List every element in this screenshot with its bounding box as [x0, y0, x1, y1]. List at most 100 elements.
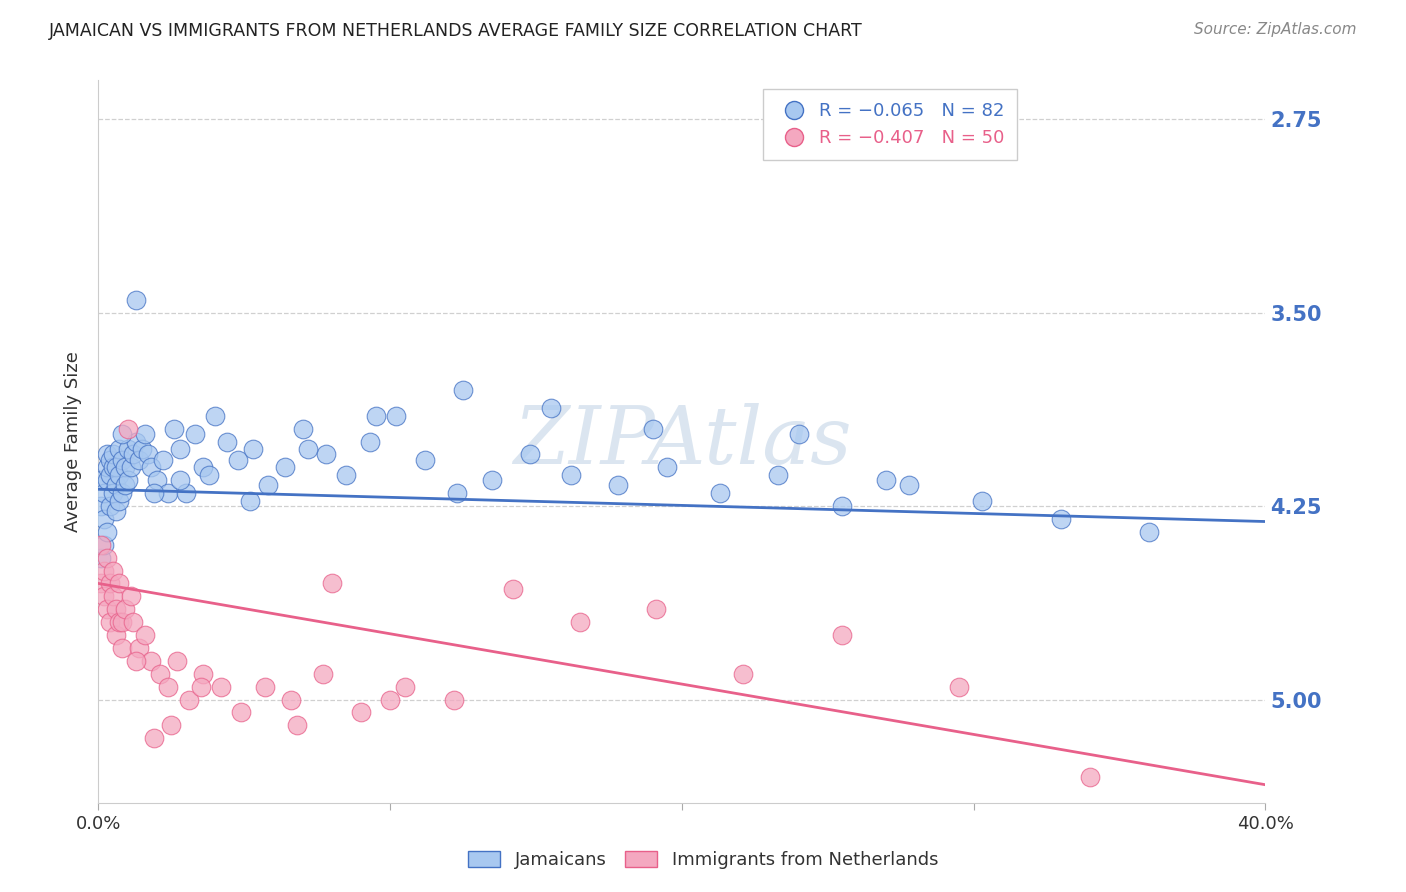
Point — [111, 640, 134, 655]
Point — [146, 473, 169, 487]
Point — [142, 486, 165, 500]
Point — [96, 550, 118, 565]
Point — [104, 478, 127, 492]
Point — [451, 383, 474, 397]
Point — [502, 582, 524, 596]
Point — [104, 460, 127, 475]
Point — [108, 468, 131, 483]
Point — [114, 602, 136, 616]
Point — [256, 478, 278, 492]
Point — [657, 460, 679, 475]
Point — [443, 692, 465, 706]
Point — [90, 538, 112, 552]
Point — [394, 680, 416, 694]
Point — [193, 460, 215, 475]
Point — [93, 564, 115, 578]
Point — [96, 602, 118, 616]
Point — [125, 293, 148, 307]
Point — [117, 473, 139, 487]
Point — [96, 460, 118, 475]
Point — [183, 426, 205, 441]
Point — [350, 706, 373, 720]
Point — [101, 460, 124, 475]
Point — [128, 452, 150, 467]
Point — [114, 478, 136, 492]
Point — [117, 422, 139, 436]
Point — [96, 473, 118, 487]
Point — [190, 680, 212, 694]
Point — [385, 409, 408, 423]
Point — [160, 718, 183, 732]
Point — [163, 422, 186, 436]
Point — [315, 447, 337, 461]
Point — [766, 468, 789, 483]
Point — [90, 550, 112, 565]
Point — [90, 576, 112, 591]
Point — [98, 468, 121, 483]
Point — [98, 615, 121, 630]
Point — [644, 602, 666, 616]
Point — [204, 409, 226, 423]
Point — [131, 442, 153, 457]
Point — [101, 447, 124, 461]
Point — [98, 499, 121, 513]
Point — [359, 434, 381, 449]
Point — [335, 468, 357, 483]
Legend: Jamaicans, Immigrants from Netherlands: Jamaicans, Immigrants from Netherlands — [458, 842, 948, 879]
Point — [98, 576, 121, 591]
Point — [312, 666, 335, 681]
Point — [98, 452, 121, 467]
Point — [134, 426, 156, 441]
Point — [157, 680, 180, 694]
Point — [898, 478, 921, 492]
Point — [120, 590, 142, 604]
Point — [114, 460, 136, 475]
Point — [519, 447, 541, 461]
Point — [228, 452, 250, 467]
Point — [104, 602, 127, 616]
Point — [215, 434, 238, 449]
Point — [101, 564, 124, 578]
Point — [606, 478, 628, 492]
Point — [831, 499, 853, 513]
Point — [709, 486, 731, 500]
Point — [169, 473, 191, 487]
Point — [274, 460, 297, 475]
Point — [93, 538, 115, 552]
Point — [108, 576, 131, 591]
Point — [1137, 524, 1160, 539]
Point — [157, 486, 180, 500]
Legend: R = −0.065   N = 82, R = −0.407   N = 50: R = −0.065 N = 82, R = −0.407 N = 50 — [763, 89, 1017, 160]
Point — [142, 731, 165, 746]
Point — [104, 504, 127, 518]
Point — [242, 442, 264, 457]
Point — [1080, 770, 1102, 784]
Point — [101, 590, 124, 604]
Point — [1050, 512, 1073, 526]
Point — [446, 486, 468, 500]
Point — [90, 499, 112, 513]
Point — [174, 486, 197, 500]
Point — [108, 442, 131, 457]
Point — [90, 473, 112, 487]
Point — [125, 434, 148, 449]
Text: Source: ZipAtlas.com: Source: ZipAtlas.com — [1194, 22, 1357, 37]
Point — [364, 409, 387, 423]
Point — [139, 654, 162, 668]
Point — [111, 426, 134, 441]
Point — [297, 442, 319, 457]
Point — [125, 654, 148, 668]
Point — [96, 524, 118, 539]
Point — [380, 692, 402, 706]
Point — [111, 615, 134, 630]
Point — [285, 718, 308, 732]
Point — [152, 452, 174, 467]
Point — [120, 460, 142, 475]
Point — [540, 401, 562, 415]
Point — [641, 422, 664, 436]
Point — [166, 654, 188, 668]
Point — [787, 426, 810, 441]
Point — [560, 468, 582, 483]
Point — [108, 615, 131, 630]
Point — [413, 452, 436, 467]
